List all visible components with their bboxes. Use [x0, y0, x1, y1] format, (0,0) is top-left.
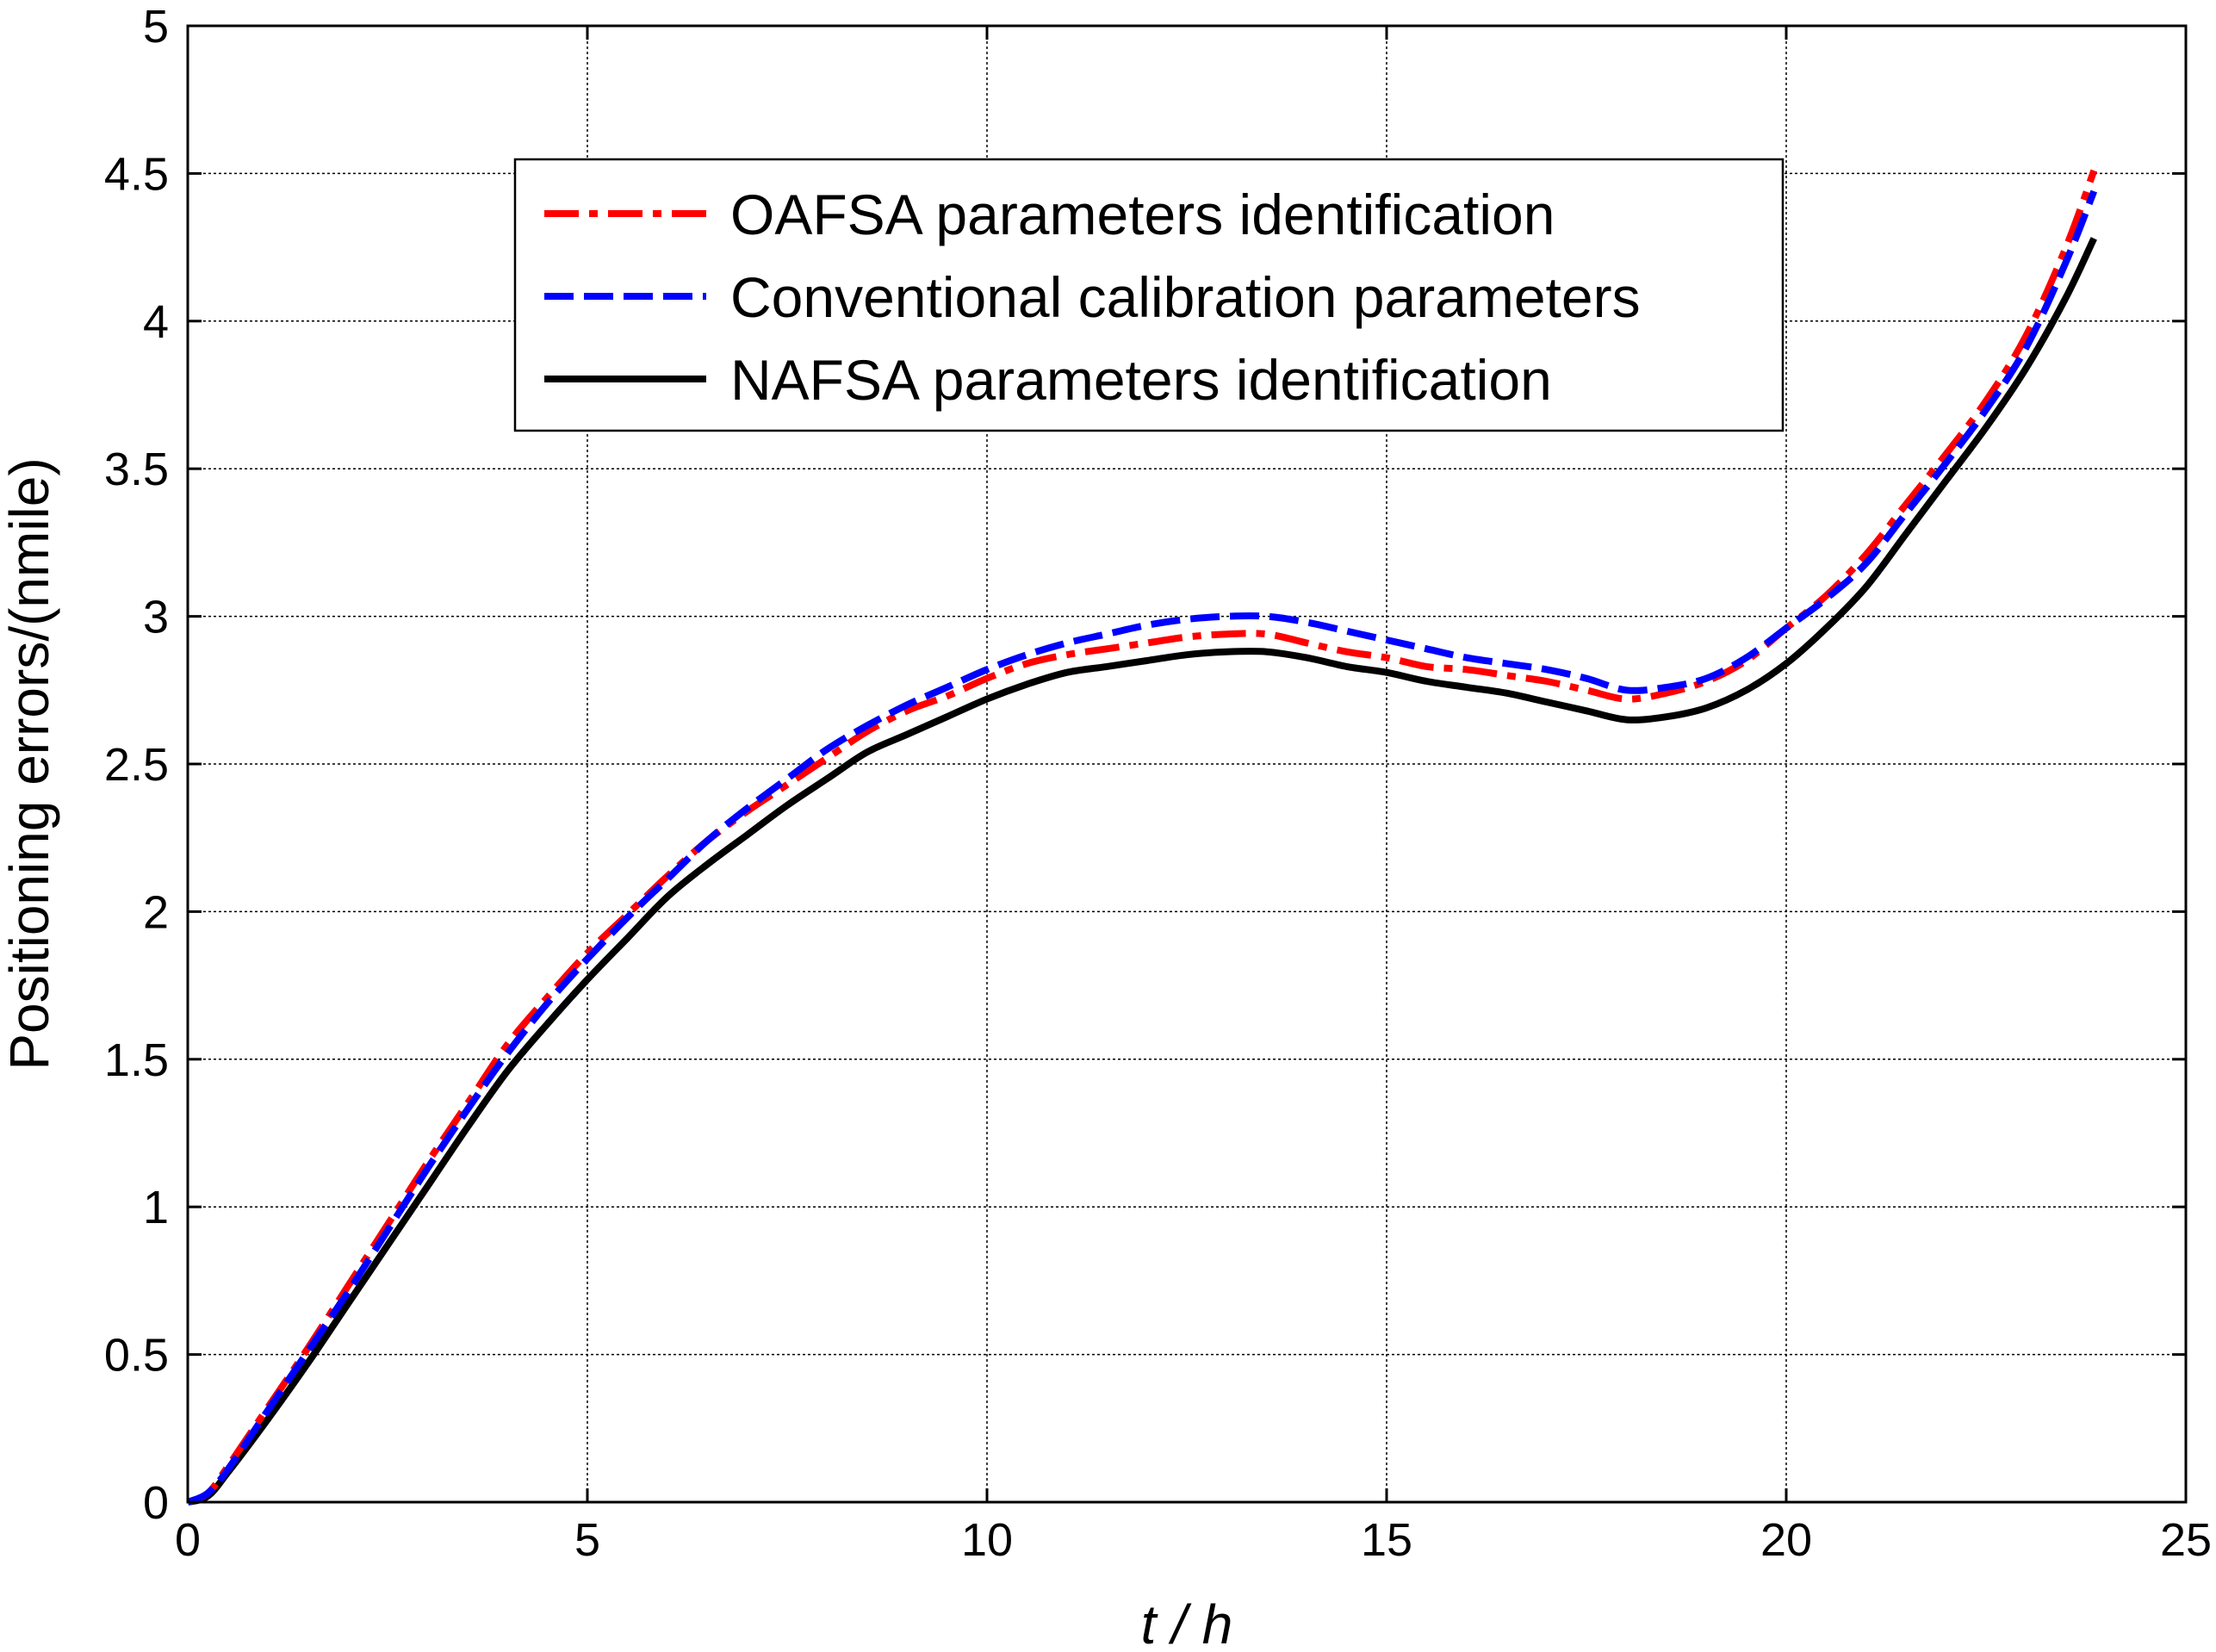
y-tick-label: 5	[143, 1, 169, 53]
y-tick-label: 3.5	[104, 444, 169, 495]
y-tick-label: 0	[143, 1477, 169, 1529]
y-tick-label: 1	[143, 1182, 169, 1233]
x-axis-title: t / h	[1141, 1593, 1233, 1652]
axis-ticks	[186, 24, 2188, 1504]
y-tick-labels: 0 0.5 1 1.5 2 2.5 3 3.5 4 4.5 5	[104, 1, 169, 1529]
x-tick-label: 0	[175, 1514, 201, 1566]
series-line-conventional-calibration-parameters	[186, 189, 2098, 1506]
x-tick-label: 5	[574, 1514, 600, 1566]
x-tick-label: 20	[1760, 1514, 1812, 1566]
legend-label-conventional: Conventional calibration parameters	[730, 265, 1641, 329]
x-tick-labels: 0 5 10 15 20 25	[175, 1514, 2212, 1566]
y-tick-label: 4.5	[104, 148, 169, 200]
legend: OAFSA parameters identification Conventi…	[513, 158, 1785, 432]
legend-label-oafsa: OAFSA parameters identification	[730, 183, 1555, 246]
legend-box	[513, 158, 1785, 432]
y-tick-label: 4	[143, 296, 169, 348]
x-tick-label: 15	[1361, 1514, 1412, 1566]
y-tick-label: 2	[143, 886, 169, 938]
y-tick-label: 0.5	[104, 1330, 169, 1382]
series-layer	[186, 169, 2098, 1506]
x-tick-label: 10	[961, 1514, 1013, 1566]
series-line-nafsa-parameters-identification	[186, 237, 2097, 1506]
y-tick-label: 2.5	[104, 739, 169, 791]
grid	[188, 26, 2186, 1502]
legend-label-nafsa: NAFSA parameters identification	[730, 348, 1552, 412]
x-tick-label: 25	[2160, 1514, 2212, 1566]
y-tick-label: 1.5	[104, 1034, 169, 1086]
y-axis-title: Positioning errors/(nmile)	[0, 457, 60, 1070]
y-tick-label: 3	[143, 592, 169, 643]
